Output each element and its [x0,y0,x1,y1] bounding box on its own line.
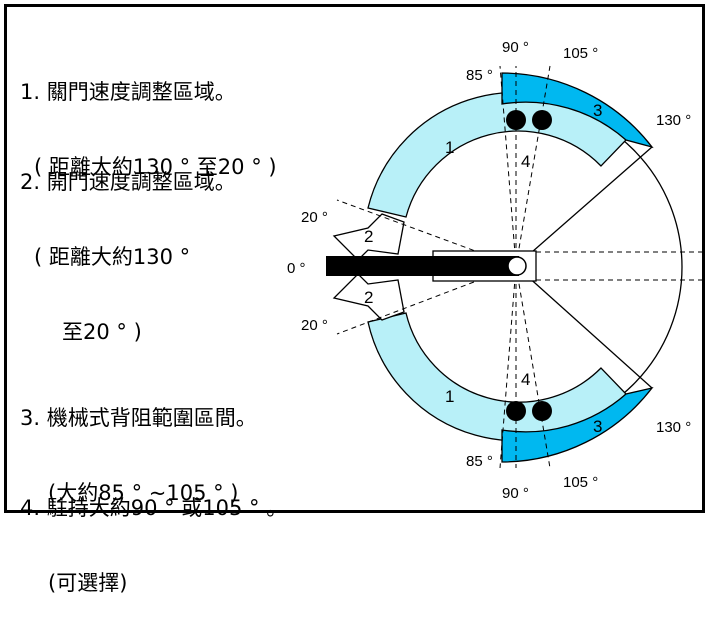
angle-105-top-label: 105 ° [563,45,598,62]
angle-20-top-label: 20 ° [301,209,328,226]
hold-stop-dot-top-105 [532,110,552,130]
line-130-bottom [515,265,653,389]
note-2: 2. 開門速度調整區域。 ( 距離大約130 ° 至20 ° ) [20,120,236,370]
note-2-title: 2. 開門速度調整區域。 [20,170,236,194]
zone-3-bottom-label: 3 [593,417,602,436]
hold-stop-dot-bottom-90 [506,401,526,421]
angle-105-bottom-label: 105 ° [563,474,598,491]
note-4-detail: (可選擇) [48,571,128,595]
hold-stop-dot-top-90 [506,110,526,130]
note-4-title: 4. 駐持大約90 ° 或105 ° 。 [20,496,288,520]
zone-3-bottom [501,386,654,463]
note-3-title: 3. 機械式背阻範圍區間。 [20,406,257,430]
angle-90-top-label: 90 ° [502,39,529,56]
pivot [507,256,527,276]
note-1-title: 1. 關門速度調整區域。 [20,80,236,104]
door-angle-diagram: 1 1 2 2 3 3 4 4 0 ° 20 ° 20 ° 85 ° 85 ° … [287,39,704,502]
door-bar [326,256,519,276]
zone-3-top [501,72,654,149]
note-1: 1. 關門速度調整區域。 ( 距離大約130 ° 至20 ° ) [20,30,277,205]
angle-90-bottom-label: 90 ° [502,485,529,502]
zone-2-top-label: 2 [364,227,373,246]
zone-1-bottom-label: 1 [445,387,454,406]
angle-85-top-label: 85 ° [466,67,493,84]
zone-2-bottom-label: 2 [364,288,373,307]
zone-4-bottom-label: 4 [521,370,530,389]
angle-20-bottom-label: 20 ° [301,317,328,334]
diagram-frame [4,4,705,513]
angle-130-bottom-label: 130 ° [656,419,691,436]
zone-2-arrow-bottom [332,273,405,321]
angle-0-label: 0 ° [287,260,306,277]
angle-85-bottom-label: 85 ° [466,453,493,470]
zone-1-top-label: 1 [445,138,454,157]
zone-3-top-label: 3 [593,101,602,120]
zone-2-arrow-top [332,213,405,261]
angle-130-top-label: 130 ° [656,112,691,129]
note-1-detail: ( 距離大約130 ° 至20 ° ) [34,155,277,179]
note-3: 3. 機械式背阻範圍區間。 (大約85 ° ~105 ° ) [20,356,257,531]
hold-stop-dot-bottom-105 [532,401,552,421]
note-2-detail: ( 距離大約130 ° [34,245,191,269]
note-2-detail-cont: 至20 ° ) [62,320,142,344]
note-3-detail: (大約85 ° ~105 ° ) [48,481,239,505]
line-130-top [515,146,653,267]
zone-4-top-label: 4 [521,152,530,171]
